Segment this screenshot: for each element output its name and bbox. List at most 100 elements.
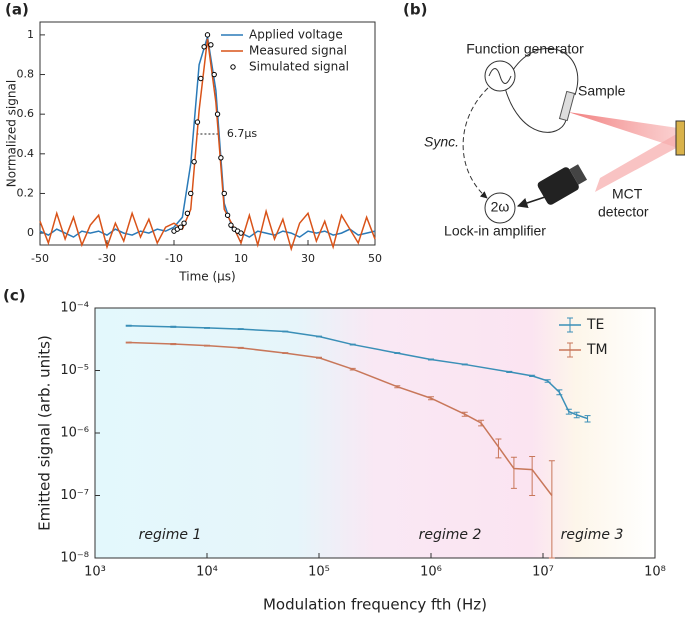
marker <box>198 75 204 82</box>
error-bar <box>204 326 210 329</box>
marker <box>201 44 207 50</box>
error-bar <box>506 370 513 373</box>
error-whisker <box>316 356 322 359</box>
fwhm-label: 6.7µs <box>227 127 257 140</box>
marker <box>178 224 184 230</box>
legend-errorbar <box>567 342 573 358</box>
y-tick-label: 0.6 <box>17 107 35 120</box>
x-tick-label: -10 <box>165 252 183 265</box>
x-tick-label: 10⁶ <box>420 565 442 580</box>
error-bar <box>170 343 177 346</box>
x-tick-label: 10⁴ <box>196 565 218 580</box>
regime-label: regime 2 <box>419 527 482 543</box>
lockin-symbol <box>484 192 516 224</box>
x-axis-label: Time (µs) <box>178 270 235 284</box>
error-whisker <box>495 438 502 459</box>
marker <box>194 119 201 125</box>
sine-icon <box>488 68 512 84</box>
error-whisker <box>204 344 210 347</box>
error-whisker <box>125 341 132 344</box>
regime-label: regime 3 <box>561 527 624 543</box>
error-bar <box>282 352 289 355</box>
mirror <box>675 120 685 156</box>
error-whisker <box>282 330 289 333</box>
legend-label: TM <box>586 342 608 358</box>
error-whisker <box>394 385 401 389</box>
regime-background <box>95 308 655 558</box>
error-whisker <box>428 396 434 401</box>
error-bar <box>573 411 580 419</box>
error-bar <box>349 343 356 346</box>
error-bar <box>282 330 289 333</box>
marker <box>184 210 191 216</box>
error-bar <box>529 456 536 496</box>
legend-label: TE <box>586 317 604 333</box>
error-bar <box>125 324 132 327</box>
legend-label: Simulated signal <box>249 60 349 74</box>
error-whisker <box>544 379 551 383</box>
x-tick-label: 10³ <box>84 565 106 580</box>
error-whisker <box>237 346 244 349</box>
error-whisker <box>573 411 580 419</box>
x-tick-label: 30 <box>301 252 315 265</box>
x-tick-label: -30 <box>98 252 116 265</box>
legend-errorbar <box>567 317 573 333</box>
y-tick-label: 10⁻⁷ <box>60 488 89 503</box>
y-tick-label: 10⁻⁶ <box>60 426 89 441</box>
error-whisker <box>529 456 536 496</box>
error-bar <box>204 344 210 347</box>
marker <box>211 71 217 78</box>
error-bar <box>510 456 517 489</box>
error-bar <box>237 346 244 349</box>
error-whisker <box>461 411 468 417</box>
panel-label: (c) <box>3 287 26 305</box>
marker <box>188 190 194 197</box>
error-whisker <box>349 343 356 346</box>
setup-diagram: (b) Function generator Sample Sync. 2ω L… <box>403 1 685 239</box>
error-whisker <box>204 326 210 329</box>
series-line <box>39 38 376 252</box>
error-whisker <box>510 456 517 489</box>
legend-label: Applied voltage <box>249 28 343 42</box>
error-bar <box>556 389 563 396</box>
marker <box>181 220 187 226</box>
marker <box>208 42 214 48</box>
error-whisker <box>478 419 485 427</box>
laser-beam <box>568 112 678 148</box>
label: MCT <box>612 186 643 202</box>
error-bar <box>170 325 177 328</box>
error-whisker <box>125 324 132 327</box>
detector-icon <box>537 164 588 205</box>
plot-frame <box>39 21 376 246</box>
error-bar <box>428 396 434 401</box>
marker <box>214 111 221 117</box>
marker <box>228 222 234 228</box>
x-tick-label: 10⁵ <box>308 565 330 580</box>
error-bar <box>565 408 572 415</box>
legend-label: Measured signal <box>249 44 347 58</box>
label: detector <box>598 204 649 220</box>
y-tick-label: 0 <box>27 226 34 239</box>
label: Function generator <box>466 41 584 57</box>
error-bar <box>461 363 468 366</box>
wire <box>504 87 567 133</box>
y-tick-label: 1 <box>27 28 34 41</box>
error-bar <box>394 352 401 355</box>
reflected-beam <box>595 132 680 192</box>
marker <box>204 32 211 38</box>
error-whisker <box>548 460 555 559</box>
error-bar <box>529 374 536 378</box>
legend-marker <box>230 64 236 70</box>
y-tick-label: 10⁻⁴ <box>60 301 89 316</box>
x-tick-label: 50 <box>368 252 382 265</box>
error-whisker <box>394 352 401 355</box>
x-tick-label: 10⁸ <box>644 565 666 580</box>
error-whisker <box>428 358 434 361</box>
sync-arrow <box>462 87 489 199</box>
error-whisker <box>170 343 177 346</box>
error-bar <box>125 341 132 344</box>
x-axis-label: Modulation frequency fth (Hz) <box>263 596 487 614</box>
error-whisker <box>282 352 289 355</box>
error-whisker <box>529 374 536 378</box>
